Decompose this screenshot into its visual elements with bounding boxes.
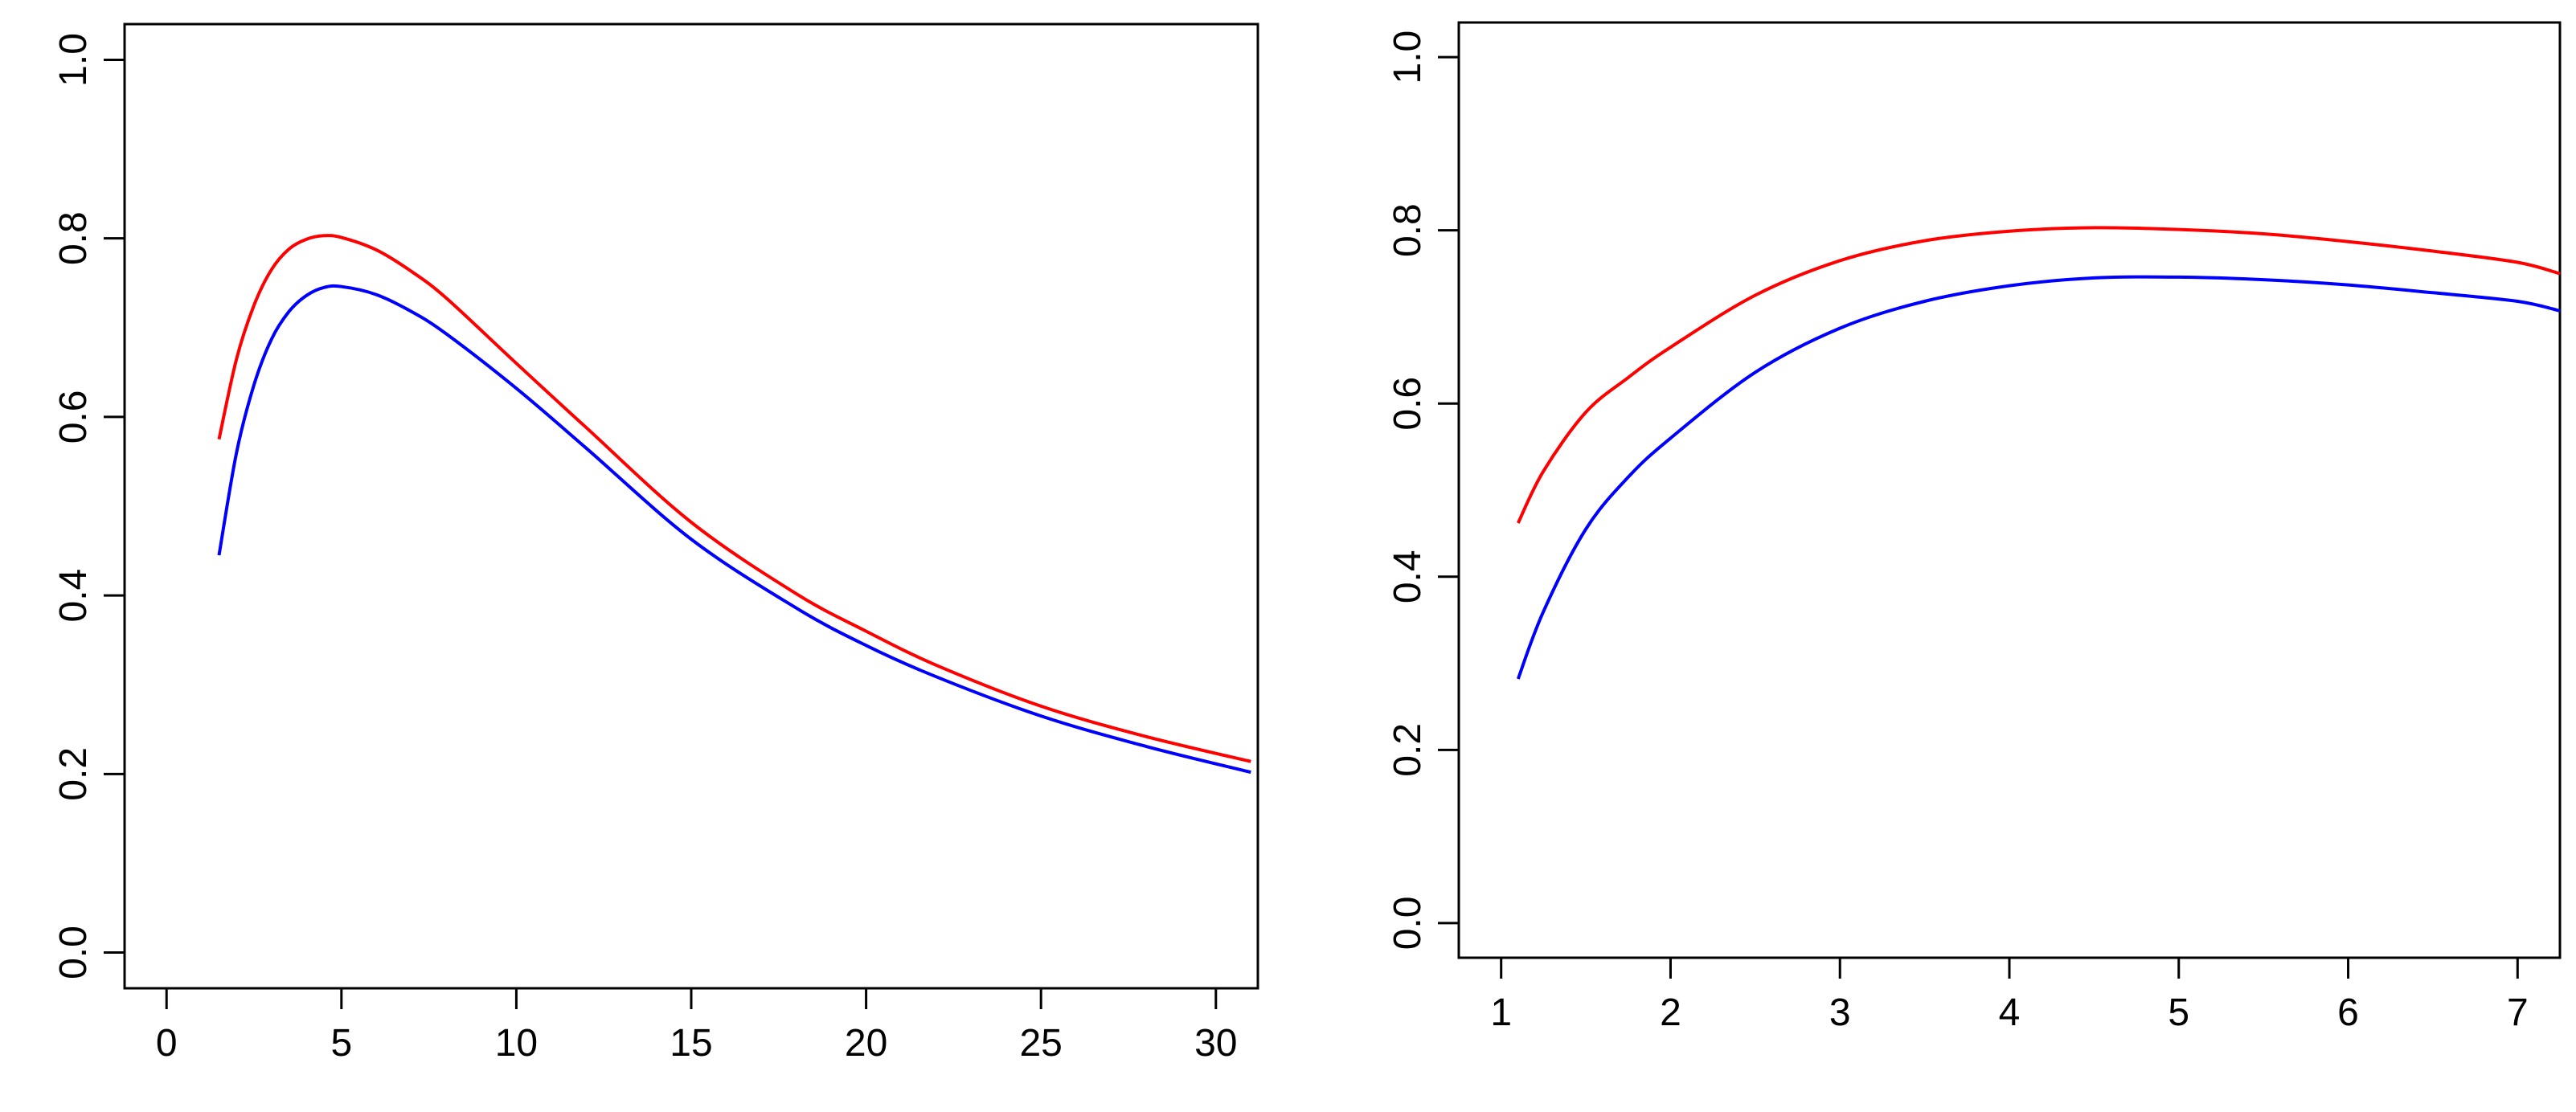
plot-frame xyxy=(1457,21,2562,959)
x-tick-label: 2 xyxy=(1660,991,1681,1034)
y-tick-label: 0.0 xyxy=(52,926,95,979)
chart-panel-2: 1 2 3 4 5 6 7 0.0 0.2 0.4 0.6 0.8 1.0 xyxy=(1386,21,2562,1034)
x-tick-label: 5 xyxy=(330,1022,352,1065)
y-tick-label: 0.2 xyxy=(1386,723,1429,777)
series-line-2 xyxy=(217,284,1251,775)
y-tick-label: 0.4 xyxy=(1386,550,1429,603)
x-tick-label: 5 xyxy=(2168,991,2189,1034)
y-tick-label: 0.2 xyxy=(52,747,95,801)
x-tick-label: 0 xyxy=(156,1022,178,1065)
y-tick-label: 0.6 xyxy=(52,390,95,444)
y-tick-label: 0.4 xyxy=(52,569,95,623)
x-tick-label: 30 xyxy=(1194,1022,1237,1065)
series-line-1 xyxy=(1516,226,2561,524)
x-tick-label: 1 xyxy=(1490,991,1512,1034)
series-line-2 xyxy=(1516,275,2561,680)
series-line-1 xyxy=(217,234,1251,763)
x-tick-label: 15 xyxy=(670,1022,712,1065)
y-tick-label: 1.0 xyxy=(1386,31,1429,84)
x-tick-label: 20 xyxy=(845,1022,887,1065)
x-tick-label: 25 xyxy=(1019,1022,1062,1065)
x-tick-label: 6 xyxy=(2337,991,2359,1034)
x-tick-label: 7 xyxy=(2507,991,2529,1034)
plot-frame xyxy=(123,22,1259,990)
y-tick-label: 0.6 xyxy=(1386,377,1429,431)
y-tick-label: 0.0 xyxy=(1386,897,1429,951)
y-tick-label: 0.8 xyxy=(1386,203,1429,257)
chart-panel-1: 0 5 10 15 20 25 30 0.0 0.2 0.4 0.6 0.8 1.0 xyxy=(52,22,1259,1065)
y-tick-label: 0.8 xyxy=(52,211,95,265)
y-tick-label: 1.0 xyxy=(52,33,95,87)
x-tick-label: 10 xyxy=(495,1022,538,1065)
x-tick-label: 3 xyxy=(1829,991,1851,1034)
x-tick-label: 4 xyxy=(1999,991,2021,1034)
